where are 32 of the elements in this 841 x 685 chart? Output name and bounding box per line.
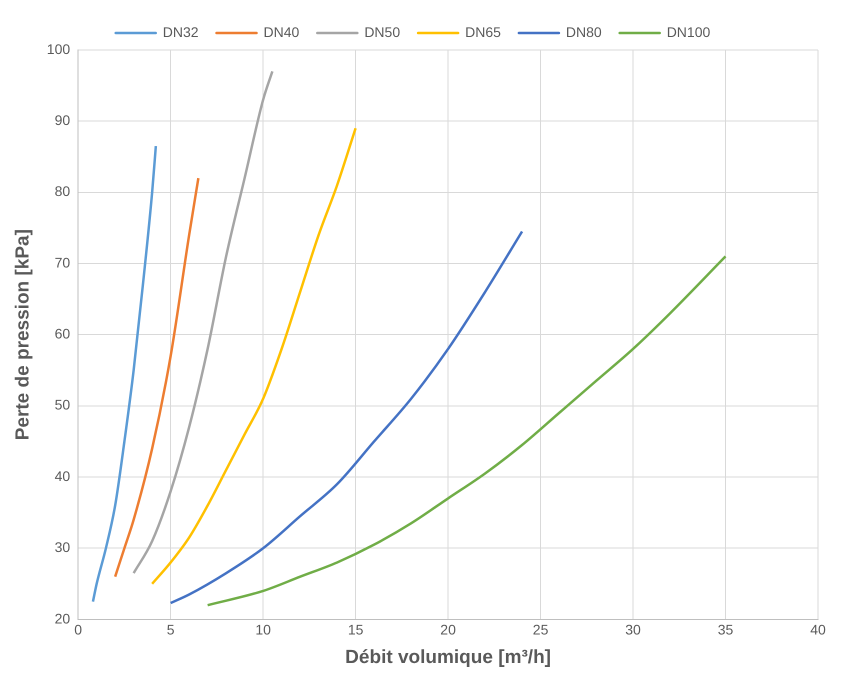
line-series <box>206 255 727 606</box>
line-series <box>150 127 357 586</box>
legend-label: DN40 <box>264 24 300 40</box>
y-tick-label: 30 <box>54 539 70 556</box>
legend-label: DN100 <box>666 24 710 40</box>
legend-label: DN80 <box>566 24 602 40</box>
x-tick-label: 5 <box>166 622 175 638</box>
x-tick-label: 15 <box>348 622 364 638</box>
x-tick-label: 35 <box>718 622 734 638</box>
y-axis-title: Perte de pression [kPa] <box>12 229 34 440</box>
line-series <box>92 144 158 603</box>
x-tick-label: 25 <box>532 622 549 638</box>
x-tick-label: 30 <box>625 622 642 638</box>
legend-label: DN32 <box>162 24 199 40</box>
legend-label: DN65 <box>465 24 502 40</box>
y-tick-label: 90 <box>54 112 70 128</box>
x-tick-label: 40 <box>810 622 826 638</box>
y-tick-label: 50 <box>54 396 70 413</box>
x-tick-label: 10 <box>255 622 272 638</box>
legend-label: DN50 <box>364 24 400 40</box>
line-series <box>114 176 200 578</box>
y-tick-label: 70 <box>54 254 70 270</box>
x-tick-label: 20 <box>440 622 456 638</box>
y-tick-label: 40 <box>54 468 70 484</box>
y-tick-label: 80 <box>54 183 70 200</box>
x-axis-title: Débit volumique [m³/h] <box>345 646 551 668</box>
x-tick-label: 0 <box>74 622 82 638</box>
y-tick-label: 60 <box>54 326 70 342</box>
y-tick-label: 100 <box>46 40 70 57</box>
line-series <box>132 70 274 574</box>
y-tick-label: 20 <box>54 610 70 626</box>
line-series <box>169 230 524 604</box>
